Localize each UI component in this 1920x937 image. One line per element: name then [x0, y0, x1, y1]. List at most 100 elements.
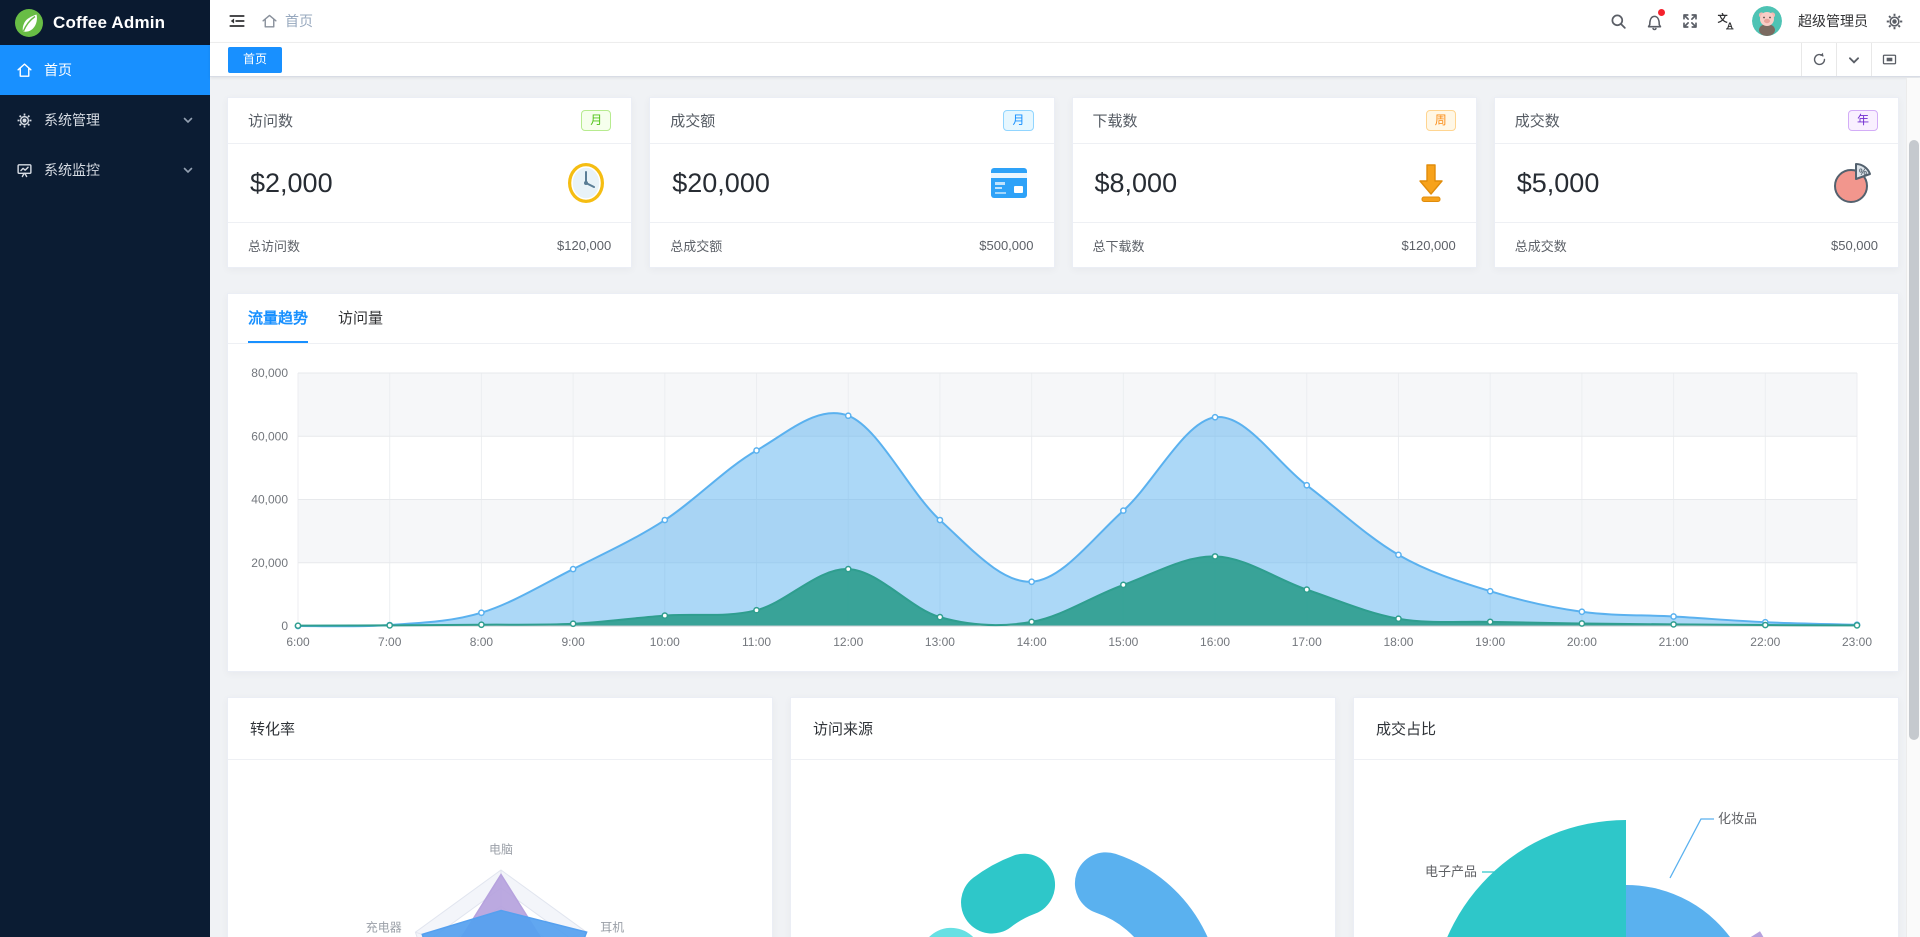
- stat-footer-label: 总成交数: [1514, 238, 1567, 254]
- svg-text:22:00: 22:00: [1750, 635, 1780, 649]
- svg-text:13:00: 13:00: [925, 635, 955, 649]
- svg-text:8:00: 8:00: [470, 635, 494, 649]
- gear-icon: [1886, 13, 1902, 29]
- notification-dot: [1658, 9, 1665, 16]
- svg-text:0: 0: [281, 619, 288, 633]
- sidebar-item-system-manage[interactable]: 系统管理: [0, 95, 210, 145]
- svg-text:18:00: 18:00: [1383, 635, 1413, 649]
- sidebar-item-label: 系统监控: [44, 162, 100, 178]
- stat-value: $5,000: [1516, 167, 1600, 198]
- fullscreen-button[interactable]: [1680, 11, 1700, 31]
- deal-share-card: 成交占比 电子产品 化妆品: [1353, 697, 1899, 937]
- scrollbar-thumb[interactable]: [1909, 140, 1919, 740]
- vertical-scrollbar[interactable]: [1906, 78, 1920, 937]
- avatar[interactable]: [1752, 6, 1782, 36]
- download-icon: [1419, 164, 1443, 202]
- tags-view-bar: 首页: [210, 43, 1920, 77]
- search-button[interactable]: [1608, 11, 1628, 31]
- sidebar-item-label: 首页: [44, 62, 72, 78]
- svg-text:20:00: 20:00: [1567, 635, 1597, 649]
- svg-text:6:00: 6:00: [286, 635, 310, 649]
- period-badge: 月: [581, 109, 612, 132]
- stat-card-turnover: 成交额 月 $20,000 总成交额 $500,: [649, 97, 1055, 268]
- fold-icon: [229, 15, 245, 27]
- svg-text:20,000: 20,000: [251, 556, 288, 570]
- stat-footer-value: $500,000: [979, 237, 1034, 253]
- bottom-row: 转化率 电脑 耳机 充电器 访问来源 成交占比 电子产品 化妆品: [227, 697, 1899, 937]
- svg-text:7:00: 7:00: [378, 635, 402, 649]
- stat-title: 成交额: [670, 113, 716, 130]
- deal-share-rose-chart: 电子产品 化妆品: [1425, 811, 1764, 937]
- svg-text:40,000: 40,000: [251, 493, 288, 507]
- tab-visit-volume[interactable]: 访问量: [338, 310, 384, 327]
- chevron-down-icon: [1848, 56, 1860, 64]
- translate-icon: 文 A: [1718, 12, 1734, 31]
- maximize-view-button[interactable]: [1871, 43, 1906, 76]
- card-title: 成交占比: [1354, 698, 1898, 760]
- stat-value: $8,000: [1094, 167, 1178, 198]
- svg-text:80,000: 80,000: [251, 366, 288, 380]
- svg-text:文: 文: [1718, 12, 1729, 25]
- sidebar-item-label: 系统管理: [44, 112, 100, 128]
- stat-card-visits: 访问数 月 $2,000 总访问数 $120,000: [227, 97, 633, 268]
- period-badge: 年: [1847, 109, 1878, 132]
- traffic-trend-card: 流量趋势 访问量 0 20,000 40,000 60,000 80,000 6:00 7:…: [227, 293, 1899, 672]
- svg-text:A: A: [1727, 21, 1733, 31]
- svg-text:9:00: 9:00: [561, 635, 585, 649]
- traffic-trend-chart: 0 20,000 40,000 60,000 80,000 6:00 7:00 8:00 9:0…: [251, 366, 1872, 649]
- search-icon: [1611, 14, 1626, 29]
- breadcrumb[interactable]: 首页: [261, 11, 313, 31]
- top-navbar: 首页: [210, 0, 1920, 43]
- tab-traffic-trend[interactable]: 流量趋势: [248, 294, 309, 343]
- home-icon: [262, 14, 277, 28]
- notifications-button[interactable]: [1644, 9, 1665, 31]
- sidebar-item-home[interactable]: 首页: [0, 45, 210, 95]
- svg-text:%: %: [1859, 167, 1867, 177]
- stat-title: 下载数: [1092, 113, 1138, 130]
- trend-tabs: 流量趋势 访问量: [228, 294, 1898, 344]
- stat-card-deals: 成交数 年 $5,000 % 总成交数 $50,000: [1493, 97, 1899, 268]
- avatar-image: [1752, 6, 1782, 36]
- sidebar-fold-toggle[interactable]: [227, 11, 247, 31]
- piechart-icon: %: [1834, 163, 1871, 203]
- stat-footer-label: 总访问数: [248, 238, 301, 254]
- stat-footer-label: 总成交额: [670, 238, 723, 254]
- refresh-button[interactable]: [1801, 43, 1836, 76]
- svg-text:19:00: 19:00: [1475, 635, 1505, 649]
- svg-text:21:00: 21:00: [1659, 635, 1689, 649]
- breadcrumb-label: 首页: [285, 13, 313, 29]
- svg-text:12:00: 12:00: [833, 635, 863, 649]
- username-label[interactable]: 超级管理员: [1798, 13, 1868, 29]
- card-title: 访问来源: [791, 698, 1335, 760]
- chevron-down-icon: [183, 167, 193, 174]
- stats-row: 访问数 月 $2,000 总访问数 $120,000: [227, 97, 1899, 268]
- stat-footer-value: $120,000: [1401, 237, 1456, 253]
- fullscreen-icon: [1683, 14, 1697, 28]
- tabs-menu-button[interactable]: [1836, 43, 1871, 76]
- svg-text:17:00: 17:00: [1292, 635, 1322, 649]
- svg-text:电脑: 电脑: [489, 843, 513, 857]
- stat-footer-value: $50,000: [1831, 237, 1878, 253]
- home-icon: [17, 62, 32, 77]
- sidebar-item-system-monitor[interactable]: 系统监控: [0, 145, 210, 195]
- sidebar: Coffee Admin 首页 系统管理 系统监控: [0, 0, 210, 937]
- stat-value: $20,000: [672, 167, 770, 198]
- app-logo[interactable]: Coffee Admin: [0, 0, 210, 45]
- settings-button[interactable]: [1884, 11, 1904, 31]
- refresh-icon: [1813, 52, 1825, 66]
- svg-text:10:00: 10:00: [650, 635, 680, 649]
- card-title: 转化率: [228, 698, 772, 760]
- stat-card-downloads: 下载数 周 $8,000 总下载数 $120,000: [1071, 97, 1477, 268]
- tags-controls: [1801, 43, 1906, 76]
- language-switch-button[interactable]: 文 A: [1716, 11, 1736, 31]
- period-badge: 月: [1003, 109, 1034, 132]
- visit-source-doughnut-chart: [929, 852, 1208, 937]
- bankcard-icon: [990, 168, 1027, 198]
- period-badge: 周: [1425, 109, 1456, 132]
- conversion-rate-card: 转化率 电脑 耳机 充电器: [227, 697, 773, 937]
- tab-home[interactable]: 首页: [228, 46, 283, 73]
- maximize-icon: [1882, 54, 1896, 65]
- svg-text:充电器: 充电器: [366, 920, 402, 935]
- stat-title: 访问数: [248, 113, 294, 130]
